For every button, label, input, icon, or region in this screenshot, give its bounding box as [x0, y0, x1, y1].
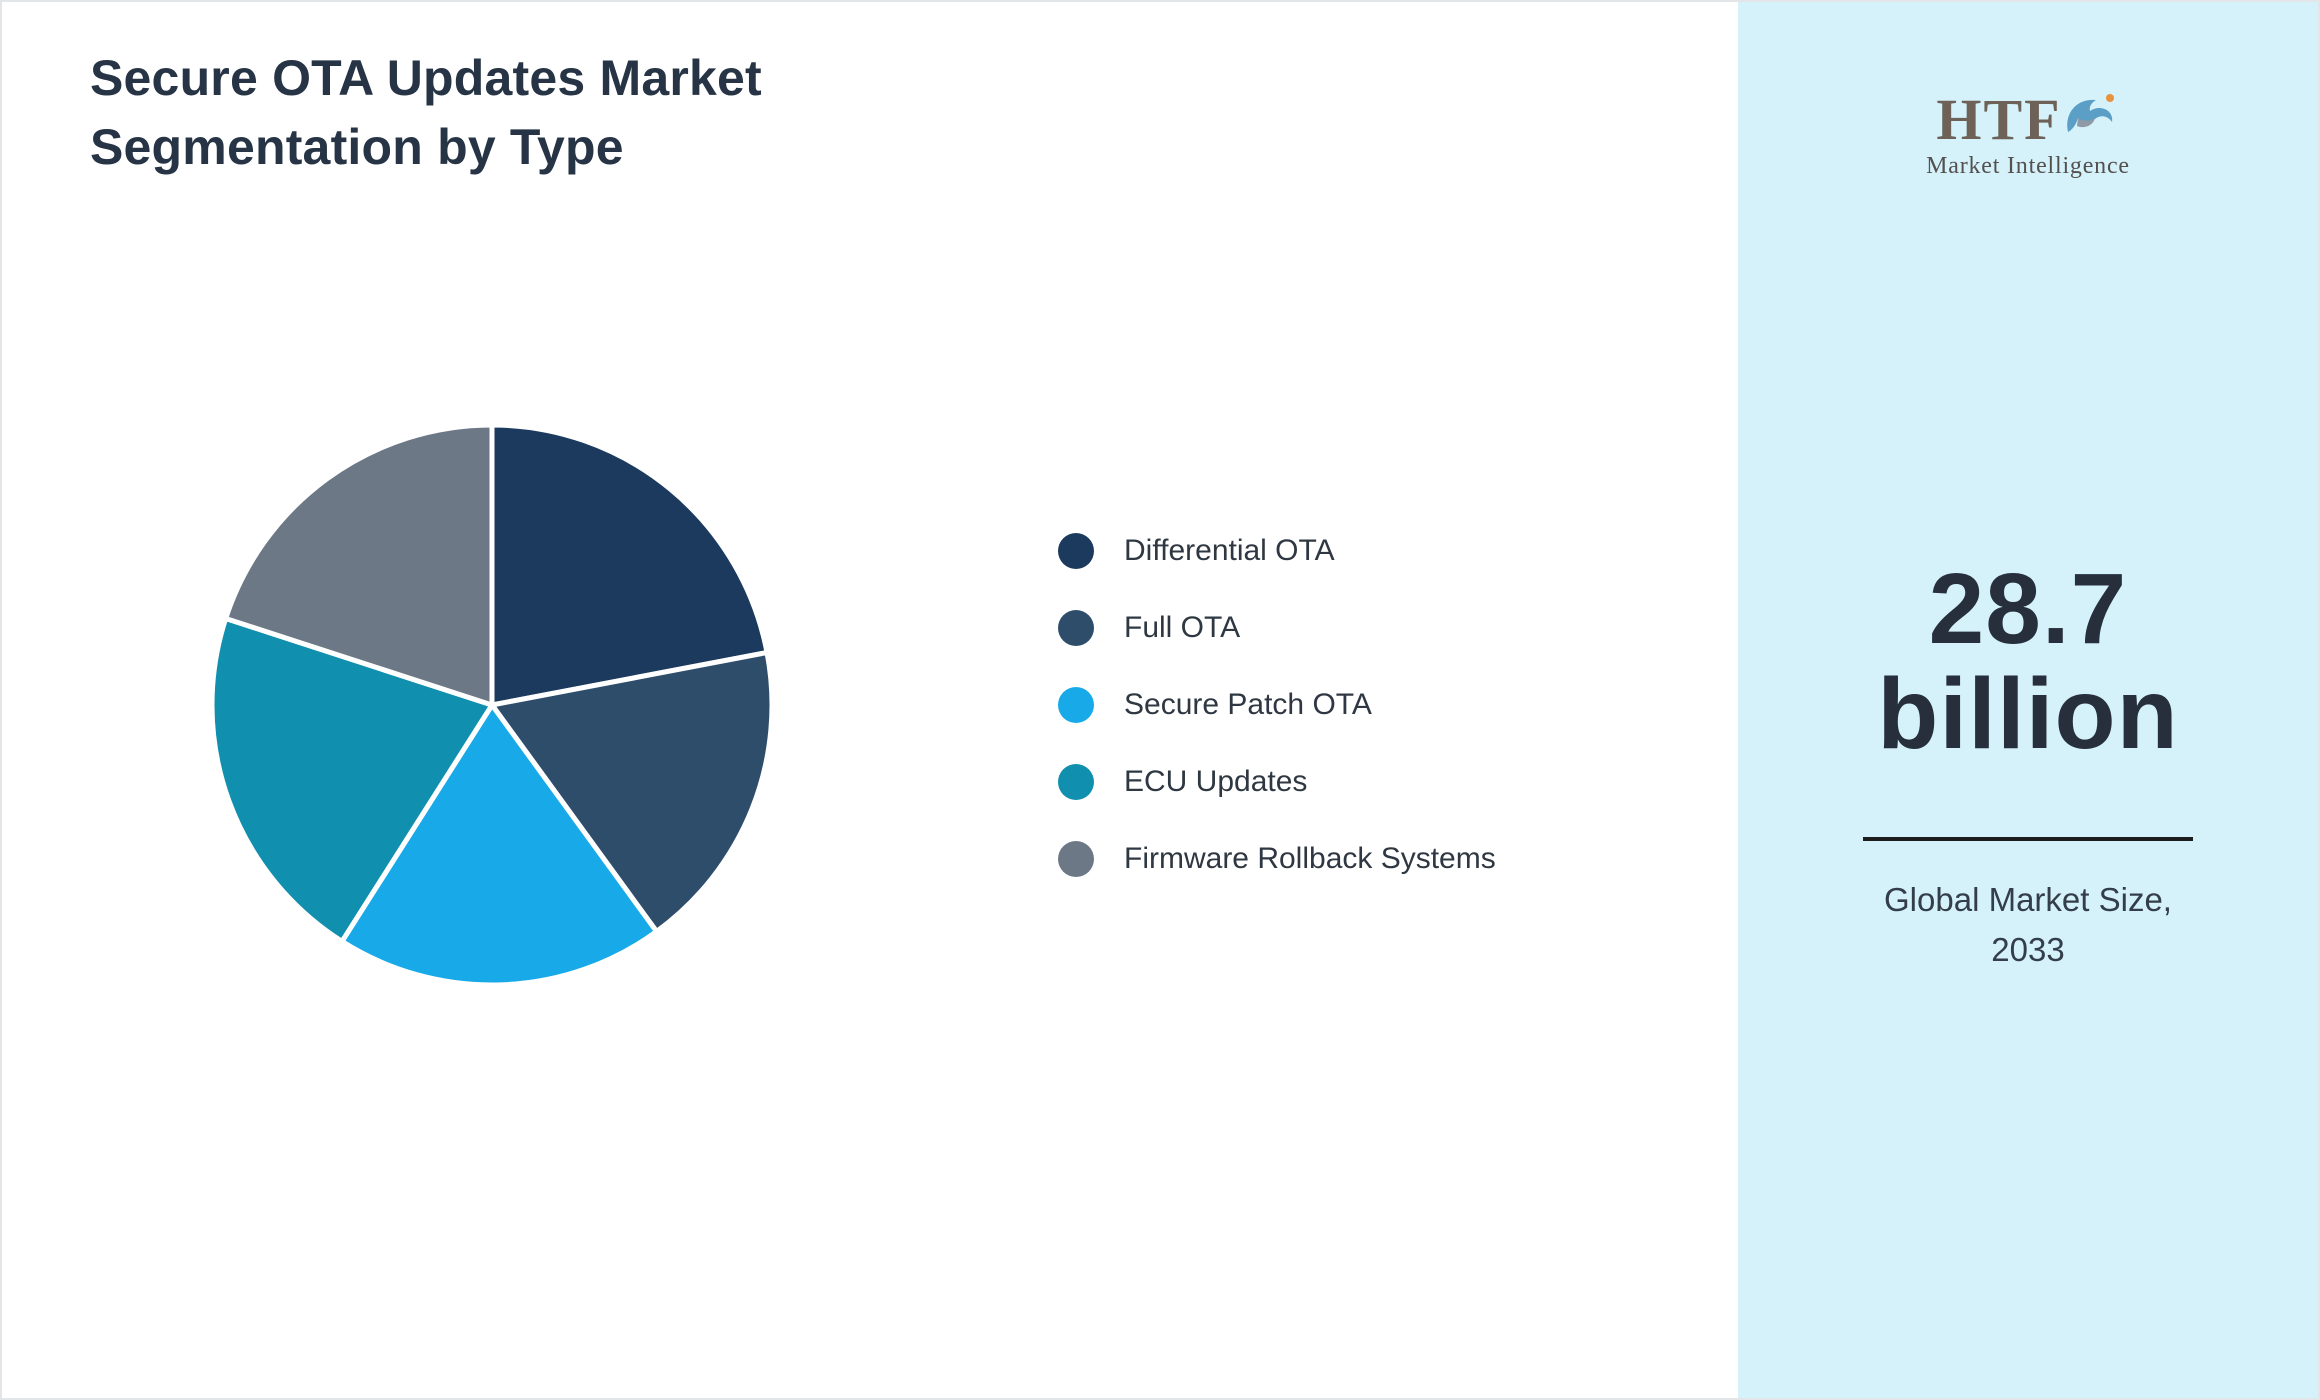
legend-color-dot: [1058, 841, 1094, 877]
metric-caption-line-2: 2033: [1991, 930, 2065, 968]
legend-label: Differential OTA: [1124, 534, 1335, 567]
metric-divider: [1863, 837, 2193, 841]
pie-chart: [197, 410, 787, 1000]
legend-label: Firmware Rollback Systems: [1124, 842, 1496, 875]
pie-slice-full-ota: [489, 650, 775, 935]
pie-chart-svg: [209, 422, 775, 988]
metric-caption-line-1: Global Market Size,: [1884, 881, 2172, 918]
brand-logo-row: HTF: [1936, 88, 2119, 149]
legend-item: Secure Patch OTA: [1058, 687, 1496, 723]
dolphin-icon: [2058, 88, 2120, 147]
pie-slice-secure-patch-ota: [339, 702, 660, 988]
metric-value-line-1: 28.7: [1928, 553, 2128, 665]
legend-item: Differential OTA: [1058, 533, 1496, 569]
market-size-metric: 28.7 billion Global Market Size, 2033: [1738, 557, 2318, 974]
legend-item: Full OTA: [1058, 610, 1496, 646]
legend-color-dot: [1058, 533, 1094, 569]
brand-logo: HTF Market Intelligence: [1738, 88, 2318, 180]
page-title-line-2: Segmentation by Type: [90, 119, 624, 175]
page-title-line-1: Secure OTA Updates Market: [90, 50, 762, 106]
metric-caption: Global Market Size, 2033: [1738, 875, 2318, 974]
sidebar: HTF Market Intelligence 28.7 billion Glo…: [1738, 2, 2318, 1398]
pie-slice-differential-ota: [489, 422, 770, 708]
metric-value: 28.7 billion: [1738, 557, 2318, 767]
legend-label: Secure Patch OTA: [1124, 688, 1372, 721]
legend-item: Firmware Rollback Systems: [1058, 841, 1496, 877]
brand-logo-text: HTF: [1936, 87, 2062, 152]
legend-color-dot: [1058, 687, 1094, 723]
legend-label: ECU Updates: [1124, 765, 1308, 798]
page-title: Secure OTA Updates Market Segmentation b…: [90, 44, 762, 182]
chart-area: Secure OTA Updates Market Segmentation b…: [2, 2, 1742, 1398]
metric-value-line-2: billion: [1877, 658, 2179, 770]
pie-slice-ecu-updates: [209, 615, 495, 944]
legend-label: Full OTA: [1124, 611, 1241, 644]
pie-slice-firmware-rollback-systems: [223, 422, 495, 708]
brand-logo-subtitle: Market Intelligence: [1926, 153, 2130, 179]
legend-item: ECU Updates: [1058, 764, 1496, 800]
legend-color-dot: [1058, 610, 1094, 646]
legend: Differential OTA Full OTA Secure Patch OTA…: [1058, 533, 1496, 918]
legend-color-dot: [1058, 764, 1094, 800]
